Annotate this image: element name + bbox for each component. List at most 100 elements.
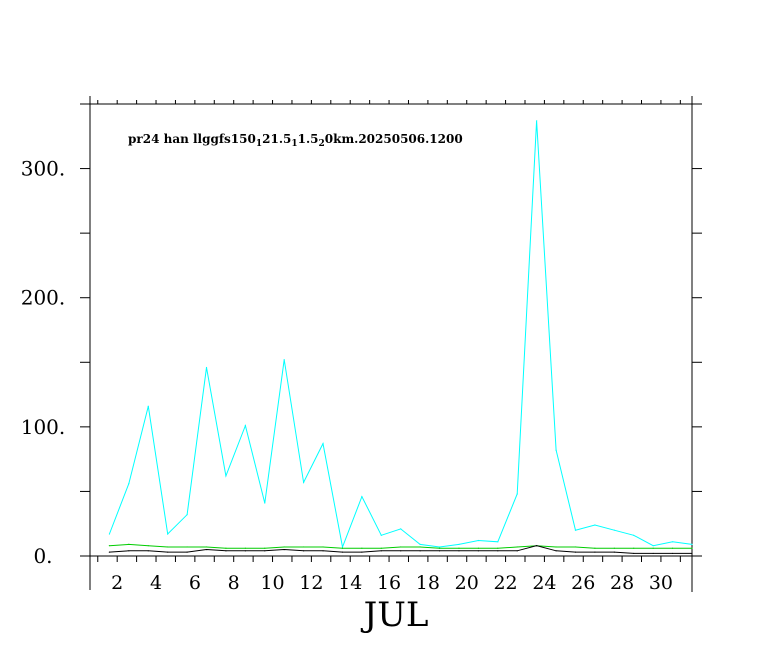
- data-point: [244, 547, 246, 549]
- series-lines: [108, 120, 693, 555]
- title-segment: pr24 han llggfs150: [128, 132, 256, 146]
- plot-frame: [89, 103, 693, 557]
- data-point: [380, 550, 382, 552]
- x-tick-label: 18: [416, 572, 440, 594]
- x-tick-label: 10: [260, 572, 284, 594]
- data-point: [341, 547, 344, 549]
- data-point: [167, 533, 169, 535]
- data-point: [303, 546, 305, 548]
- data-point: [536, 120, 538, 122]
- data-point: [205, 548, 208, 551]
- data-point: [477, 547, 479, 549]
- data-point: [691, 552, 693, 555]
- series-line-2: [109, 543, 692, 549]
- data-point: [225, 475, 227, 477]
- y-tick-label: 100.: [21, 415, 66, 439]
- data-point: [419, 550, 421, 552]
- data-point: [167, 546, 169, 548]
- data-point: [691, 543, 693, 545]
- data-point: [167, 551, 169, 553]
- data-point: [283, 548, 285, 551]
- x-tick-label: 20: [455, 572, 479, 594]
- data-point: [205, 366, 208, 369]
- data-point: [380, 534, 382, 536]
- data-point: [264, 550, 266, 552]
- data-point: [128, 543, 130, 545]
- data-point: [633, 552, 635, 555]
- data-point: [691, 547, 693, 549]
- x-axis-label: JUL: [361, 595, 429, 635]
- x-tick-label: 12: [299, 572, 323, 594]
- data-point: [147, 550, 149, 552]
- y-tick-label: 0.: [33, 544, 52, 568]
- data-point: [400, 546, 402, 548]
- data-point: [244, 424, 246, 427]
- data-point: [497, 547, 499, 549]
- data-point: [438, 546, 441, 548]
- data-point: [400, 550, 402, 552]
- data-point: [400, 528, 402, 530]
- x-tick-label: 24: [532, 572, 556, 594]
- x-tick-label: 6: [189, 572, 201, 594]
- data-point: [652, 547, 654, 549]
- data-point: [497, 550, 499, 552]
- data-point: [264, 547, 266, 549]
- data-point: [516, 550, 518, 552]
- data-point: [128, 483, 130, 485]
- data-point: [516, 546, 518, 548]
- data-point: [516, 493, 518, 495]
- data-point: [652, 545, 654, 547]
- data-point: [613, 547, 615, 549]
- data-point: [574, 529, 577, 531]
- data-point: [322, 550, 324, 552]
- data-point: [283, 359, 285, 361]
- data-point: [225, 547, 227, 549]
- data-point: [555, 449, 557, 451]
- title-segment: 0km.20250506.1200: [325, 132, 463, 146]
- x-tick-label: 16: [377, 572, 401, 594]
- x-tick-label: 4: [150, 572, 162, 594]
- y-tick-label: 300.: [21, 157, 66, 181]
- data-point: [264, 502, 266, 504]
- x-tick-label: 28: [610, 572, 634, 594]
- data-point: [458, 550, 460, 552]
- data-point: [419, 543, 421, 545]
- title-segment: 1.5: [298, 132, 319, 146]
- data-point: [108, 551, 111, 553]
- data-point: [671, 541, 674, 543]
- data-point: [555, 546, 557, 548]
- data-point: [322, 546, 324, 548]
- data-point: [594, 524, 596, 526]
- data-point: [244, 550, 246, 552]
- data-point: [536, 545, 538, 547]
- data-point: [438, 550, 441, 552]
- data-point: [633, 547, 635, 549]
- data-point: [361, 495, 363, 498]
- data-point: [633, 534, 635, 536]
- data-point: [225, 550, 227, 552]
- title-segment: 21.5: [262, 132, 291, 146]
- x-tick-label: 30: [649, 572, 673, 594]
- data-point: [671, 547, 674, 549]
- data-point: [361, 547, 363, 549]
- x-tick-label: 14: [338, 572, 362, 594]
- y-tick-label: 200.: [21, 286, 66, 310]
- data-point: [652, 552, 654, 555]
- data-point: [477, 539, 479, 542]
- data-point: [186, 546, 188, 548]
- data-point: [555, 550, 557, 552]
- data-point: [574, 551, 577, 553]
- title-subscript: 2: [319, 139, 325, 149]
- data-point: [341, 546, 344, 548]
- data-point: [322, 443, 324, 445]
- data-point: [380, 547, 382, 549]
- data-point: [438, 547, 441, 549]
- data-point: [341, 551, 344, 553]
- data-point: [458, 547, 460, 549]
- series-line-1: [108, 120, 693, 549]
- data-point: [458, 543, 460, 545]
- data-point: [108, 533, 111, 535]
- data-point: [419, 546, 421, 548]
- data-point: [613, 551, 615, 553]
